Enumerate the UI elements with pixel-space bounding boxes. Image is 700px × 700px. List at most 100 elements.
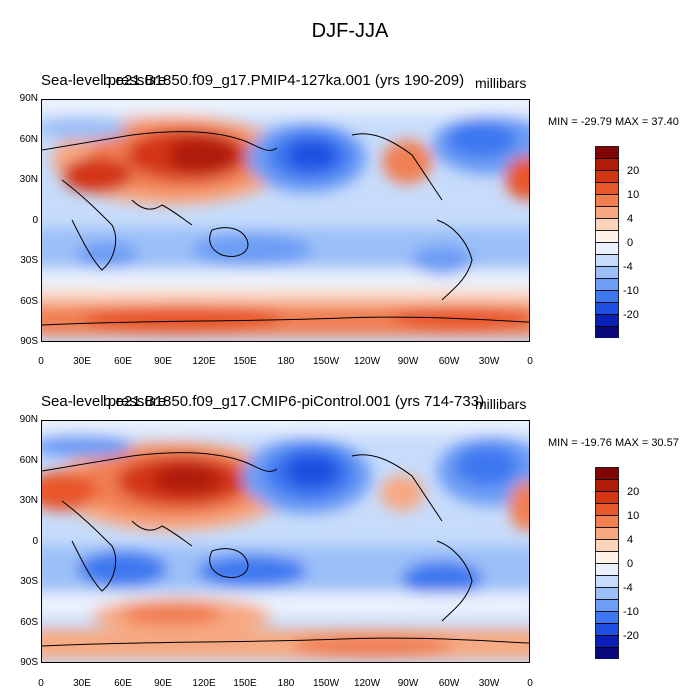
panel-2-lon-tick: 60W — [438, 678, 460, 689]
panel-2-lon-tick: 120W — [353, 678, 381, 689]
panel-1-colorbar-svg — [595, 146, 619, 339]
panel-1-lon-tick: 90E — [154, 356, 172, 367]
panel-1-lon-tick: 60W — [438, 356, 460, 367]
panel-1-lon-tick: 90W — [397, 356, 419, 367]
panel-2-colorbar-svg — [595, 467, 619, 660]
colorbar-swatch — [595, 170, 619, 183]
panel-1-colorbar-label: 20 — [627, 165, 640, 177]
panel-2-lon-tick: 150E — [233, 678, 257, 689]
panel-1-colorbar-label: -4 — [623, 261, 633, 273]
panel-2-lon-tick: 30W — [478, 678, 500, 689]
panel-2-lon-tick: 90E — [154, 678, 172, 689]
colorbar-swatch — [595, 527, 619, 540]
colorbar-swatch — [595, 515, 619, 528]
panel-1-colorbar — [595, 146, 619, 339]
panel-2-colorbar-label: 4 — [627, 534, 634, 546]
panel-2-lon-tick: 90W — [397, 678, 419, 689]
colorbar-swatch — [595, 326, 619, 339]
panel-1-colorbar-label: 10 — [627, 189, 640, 201]
panel-1-min-max: MIN = -29.79 MAX = 37.40 — [548, 116, 679, 128]
panel-1-lat-tick-30n: 30N — [19, 174, 38, 185]
panel-1-lat-tick-90s: 90S — [20, 336, 38, 347]
colorbar-swatch — [595, 314, 619, 327]
panel-2-lon-tick: 0 — [527, 678, 533, 689]
panel-1-lon-tick: 120W — [353, 356, 381, 367]
panel-2-lat-tick-90s: 90S — [20, 657, 38, 668]
panel-2-lat-tick-60n: 60N — [19, 455, 38, 466]
panel-2-lon-tick: 60E — [114, 678, 132, 689]
panel-2-variable-label: Sea-level pressure — [41, 393, 167, 410]
colorbar-swatch — [595, 194, 619, 207]
colorbar-swatch — [595, 503, 619, 516]
panel-1-lon-tick: 120E — [192, 356, 216, 367]
panel-2-min-max: MIN = -19.76 MAX = 30.57 — [548, 437, 679, 449]
panel-2-colorbar-label: -10 — [623, 606, 639, 618]
colorbar-swatch — [595, 266, 619, 279]
panel-2-colorbar-label: -4 — [623, 582, 633, 594]
colorbar-swatch — [595, 242, 619, 255]
panel-2-colorbar-label: 10 — [627, 510, 640, 522]
colorbar-swatch — [595, 230, 619, 243]
panel-1-lon-tick: 60E — [114, 356, 132, 367]
panel-1-units: millibars — [475, 75, 527, 91]
colorbar-swatch — [595, 146, 619, 159]
panel-2-colorbar-label: 20 — [627, 486, 640, 498]
colorbar-swatch — [595, 278, 619, 291]
panel-2-lon-tick: 150W — [312, 678, 340, 689]
panel-2-lat-tick-60s: 60S — [20, 617, 38, 628]
panel-2-lat-tick-30n: 30N — [19, 495, 38, 506]
panel-1-variable-label: Sea-level pressure — [41, 72, 167, 89]
panel-2-lon-tick: 120E — [192, 678, 216, 689]
panel-1-lat-tick-30s: 30S — [20, 255, 38, 266]
panel-2-lat-tick-0: 0 — [32, 536, 38, 547]
panel-2-lon-tick: 0 — [38, 678, 44, 689]
panel-2-colorbar-label: 0 — [627, 558, 634, 570]
panel-1-map — [41, 99, 530, 342]
main-title: DJF-JJA — [311, 20, 389, 42]
colorbar-swatch — [595, 206, 619, 219]
panel-1-lon-tick: 0 — [38, 356, 44, 367]
colorbar-swatch — [595, 551, 619, 564]
colorbar-swatch — [595, 302, 619, 315]
panel-1-colorbar-label: -20 — [623, 309, 639, 321]
panel-1-lon-tick: 30E — [73, 356, 91, 367]
colorbar-swatch — [595, 218, 619, 231]
panel-2-lon-tick: 180 — [277, 678, 295, 689]
panel-2-case-label: b.e21.B1850.f09_g17.CMIP6-piControl.001 … — [103, 393, 485, 410]
panel-1-colorbar-label: -10 — [623, 285, 639, 297]
panel-2-lat-tick-90n: 90N — [19, 414, 38, 425]
colorbar-swatch — [595, 623, 619, 636]
colorbar-swatch — [595, 290, 619, 303]
panel-2-map — [41, 420, 530, 663]
panel-1-lon-tick: 150W — [312, 356, 340, 367]
colorbar-swatch — [595, 467, 619, 480]
colorbar-swatch — [595, 587, 619, 600]
panel-1-lon-tick: 0 — [527, 356, 533, 367]
colorbar-swatch — [595, 647, 619, 660]
panel-1-lat-tick-0: 0 — [32, 215, 38, 226]
panel-1-lat-tick-90n: 90N — [19, 93, 38, 104]
panel-1-lon-tick: 180 — [277, 356, 295, 367]
colorbar-swatch — [595, 611, 619, 624]
panel-1-colorbar-label: 4 — [627, 213, 634, 225]
panel-1-colorbar-label: 0 — [627, 237, 634, 249]
panel-1-lon-tick: 150E — [233, 356, 257, 367]
panel-2-lat-tick-30s: 30S — [20, 576, 38, 587]
colorbar-swatch — [595, 479, 619, 492]
panel-2-units: millibars — [475, 396, 527, 412]
colorbar-swatch — [595, 563, 619, 576]
panel-1-lat-tick-60n: 60N — [19, 134, 38, 145]
colorbar-swatch — [595, 491, 619, 504]
panel-2-colorbar — [595, 467, 619, 660]
colorbar-swatch — [595, 254, 619, 267]
panel-2-colorbar-label: -20 — [623, 630, 639, 642]
panel-2-lon-tick: 30E — [73, 678, 91, 689]
colorbar-swatch — [595, 575, 619, 588]
colorbar-swatch — [595, 599, 619, 612]
panel-1-lat-tick-60s: 60S — [20, 296, 38, 307]
colorbar-swatch — [595, 182, 619, 195]
panel-1-case-label: b.e21.B1850.f09_g17.PMIP4-127ka.001 (yrs… — [103, 72, 465, 89]
colorbar-swatch — [595, 635, 619, 648]
panel-1-lon-tick: 30W — [478, 356, 500, 367]
colorbar-swatch — [595, 539, 619, 552]
